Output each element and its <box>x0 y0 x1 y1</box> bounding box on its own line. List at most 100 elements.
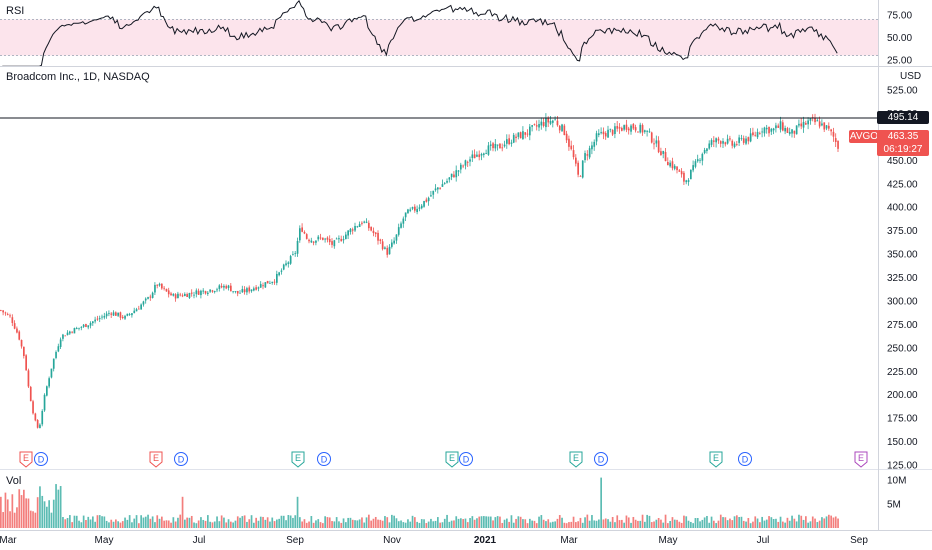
volume-bar <box>552 521 554 528</box>
candle-body <box>144 298 147 301</box>
volume-bar <box>82 515 85 528</box>
candle-body <box>441 184 444 187</box>
volume-bar <box>285 520 287 528</box>
volume-bar <box>572 516 575 528</box>
volume-bar <box>644 521 646 528</box>
candle-body <box>575 157 577 164</box>
volume-bar <box>418 522 421 528</box>
price-tick-label: 325.00 <box>887 273 918 284</box>
volume-bar <box>381 520 384 528</box>
candle-body <box>386 247 389 255</box>
volume-bar <box>655 519 658 528</box>
candle-body <box>241 289 244 293</box>
volume-bar <box>372 518 375 528</box>
rsi-axis[interactable]: 75.00 50.00 25.00 <box>887 11 912 67</box>
candle-body <box>151 292 154 298</box>
candle-body <box>561 124 563 132</box>
candle-body <box>425 199 428 202</box>
candle-body <box>280 270 283 272</box>
currency-label[interactable]: USD <box>900 71 922 82</box>
time-tick-label: Mar <box>0 535 17 546</box>
candle-body <box>407 209 409 214</box>
time-axis[interactable]: Mar May Jul Sep Nov 2021 Mar May Jul Sep <box>0 535 868 546</box>
candle-body <box>414 206 416 211</box>
volume-bar <box>457 518 460 528</box>
volume-bar <box>503 519 506 528</box>
volume-bar <box>575 522 577 528</box>
volume-bar <box>425 523 428 528</box>
price-tick-label: 425.00 <box>887 179 918 190</box>
candle-body <box>650 132 653 143</box>
candle-body <box>510 142 513 144</box>
volume-bar <box>213 521 216 528</box>
volume-bar <box>220 515 223 528</box>
volume-bar <box>710 516 713 528</box>
volume-bar <box>0 496 2 528</box>
volume-bar <box>738 517 740 528</box>
volume-bar <box>485 516 487 528</box>
candle-body <box>140 304 142 310</box>
volume-bar <box>533 520 536 528</box>
candle-body <box>529 126 531 136</box>
earnings-marker-label: E <box>295 453 301 463</box>
volume-bar <box>795 521 798 528</box>
candle-body <box>437 187 439 190</box>
candle-body <box>600 132 602 134</box>
candle-body <box>211 290 214 292</box>
volume-bar <box>453 520 455 528</box>
volume-bar <box>724 517 727 528</box>
candle-body <box>25 355 27 371</box>
candle-body <box>4 312 7 314</box>
candle-body <box>52 358 55 369</box>
volume-bar <box>404 522 407 528</box>
candle-body <box>469 159 471 162</box>
rsi-tick-label: 50.00 <box>887 33 912 44</box>
volume-bar <box>455 516 458 528</box>
volume-bar <box>230 521 232 528</box>
volume-bar <box>27 498 30 528</box>
candle-body <box>462 165 464 167</box>
volume-bar <box>96 515 99 528</box>
candle-body <box>786 128 789 133</box>
volume-bar <box>581 522 584 528</box>
earnings-marker-label: E <box>858 453 864 463</box>
candle-body <box>763 127 766 134</box>
candle-body <box>630 125 632 132</box>
candle-body <box>377 232 379 241</box>
volume-axis[interactable]: 10M 5M <box>887 476 906 511</box>
candle-body <box>276 273 278 283</box>
candle-body <box>161 283 163 289</box>
volume-bar <box>793 518 796 528</box>
candle-body <box>729 138 731 140</box>
candle-body <box>837 140 839 149</box>
volume-bar <box>650 522 653 528</box>
volume-bar <box>598 519 600 528</box>
candle-body <box>736 144 738 145</box>
volume-bar <box>80 522 83 528</box>
volume-bar <box>508 521 510 528</box>
candle-body <box>446 180 448 183</box>
candle-body <box>101 316 103 318</box>
candle-body <box>664 152 667 162</box>
candle-body <box>236 290 239 294</box>
candle-body <box>184 294 186 296</box>
candle-body <box>105 313 108 317</box>
candle-body <box>361 222 363 224</box>
volume-bar <box>595 520 598 528</box>
candle-body <box>48 378 50 387</box>
price-tick-label: 175.00 <box>887 414 918 425</box>
candle-body <box>644 130 646 132</box>
volume-bar <box>20 495 23 528</box>
candle-body <box>296 240 299 254</box>
dividend-marker <box>738 452 752 466</box>
candle-body <box>726 138 729 144</box>
candle-body <box>742 138 745 143</box>
volume-bar <box>830 515 832 528</box>
volume-bar <box>69 515 71 528</box>
volume-bar <box>506 518 508 528</box>
candle-body <box>393 240 395 244</box>
candle-body <box>823 122 826 130</box>
candle-body <box>108 313 110 314</box>
candle-body <box>294 253 297 255</box>
